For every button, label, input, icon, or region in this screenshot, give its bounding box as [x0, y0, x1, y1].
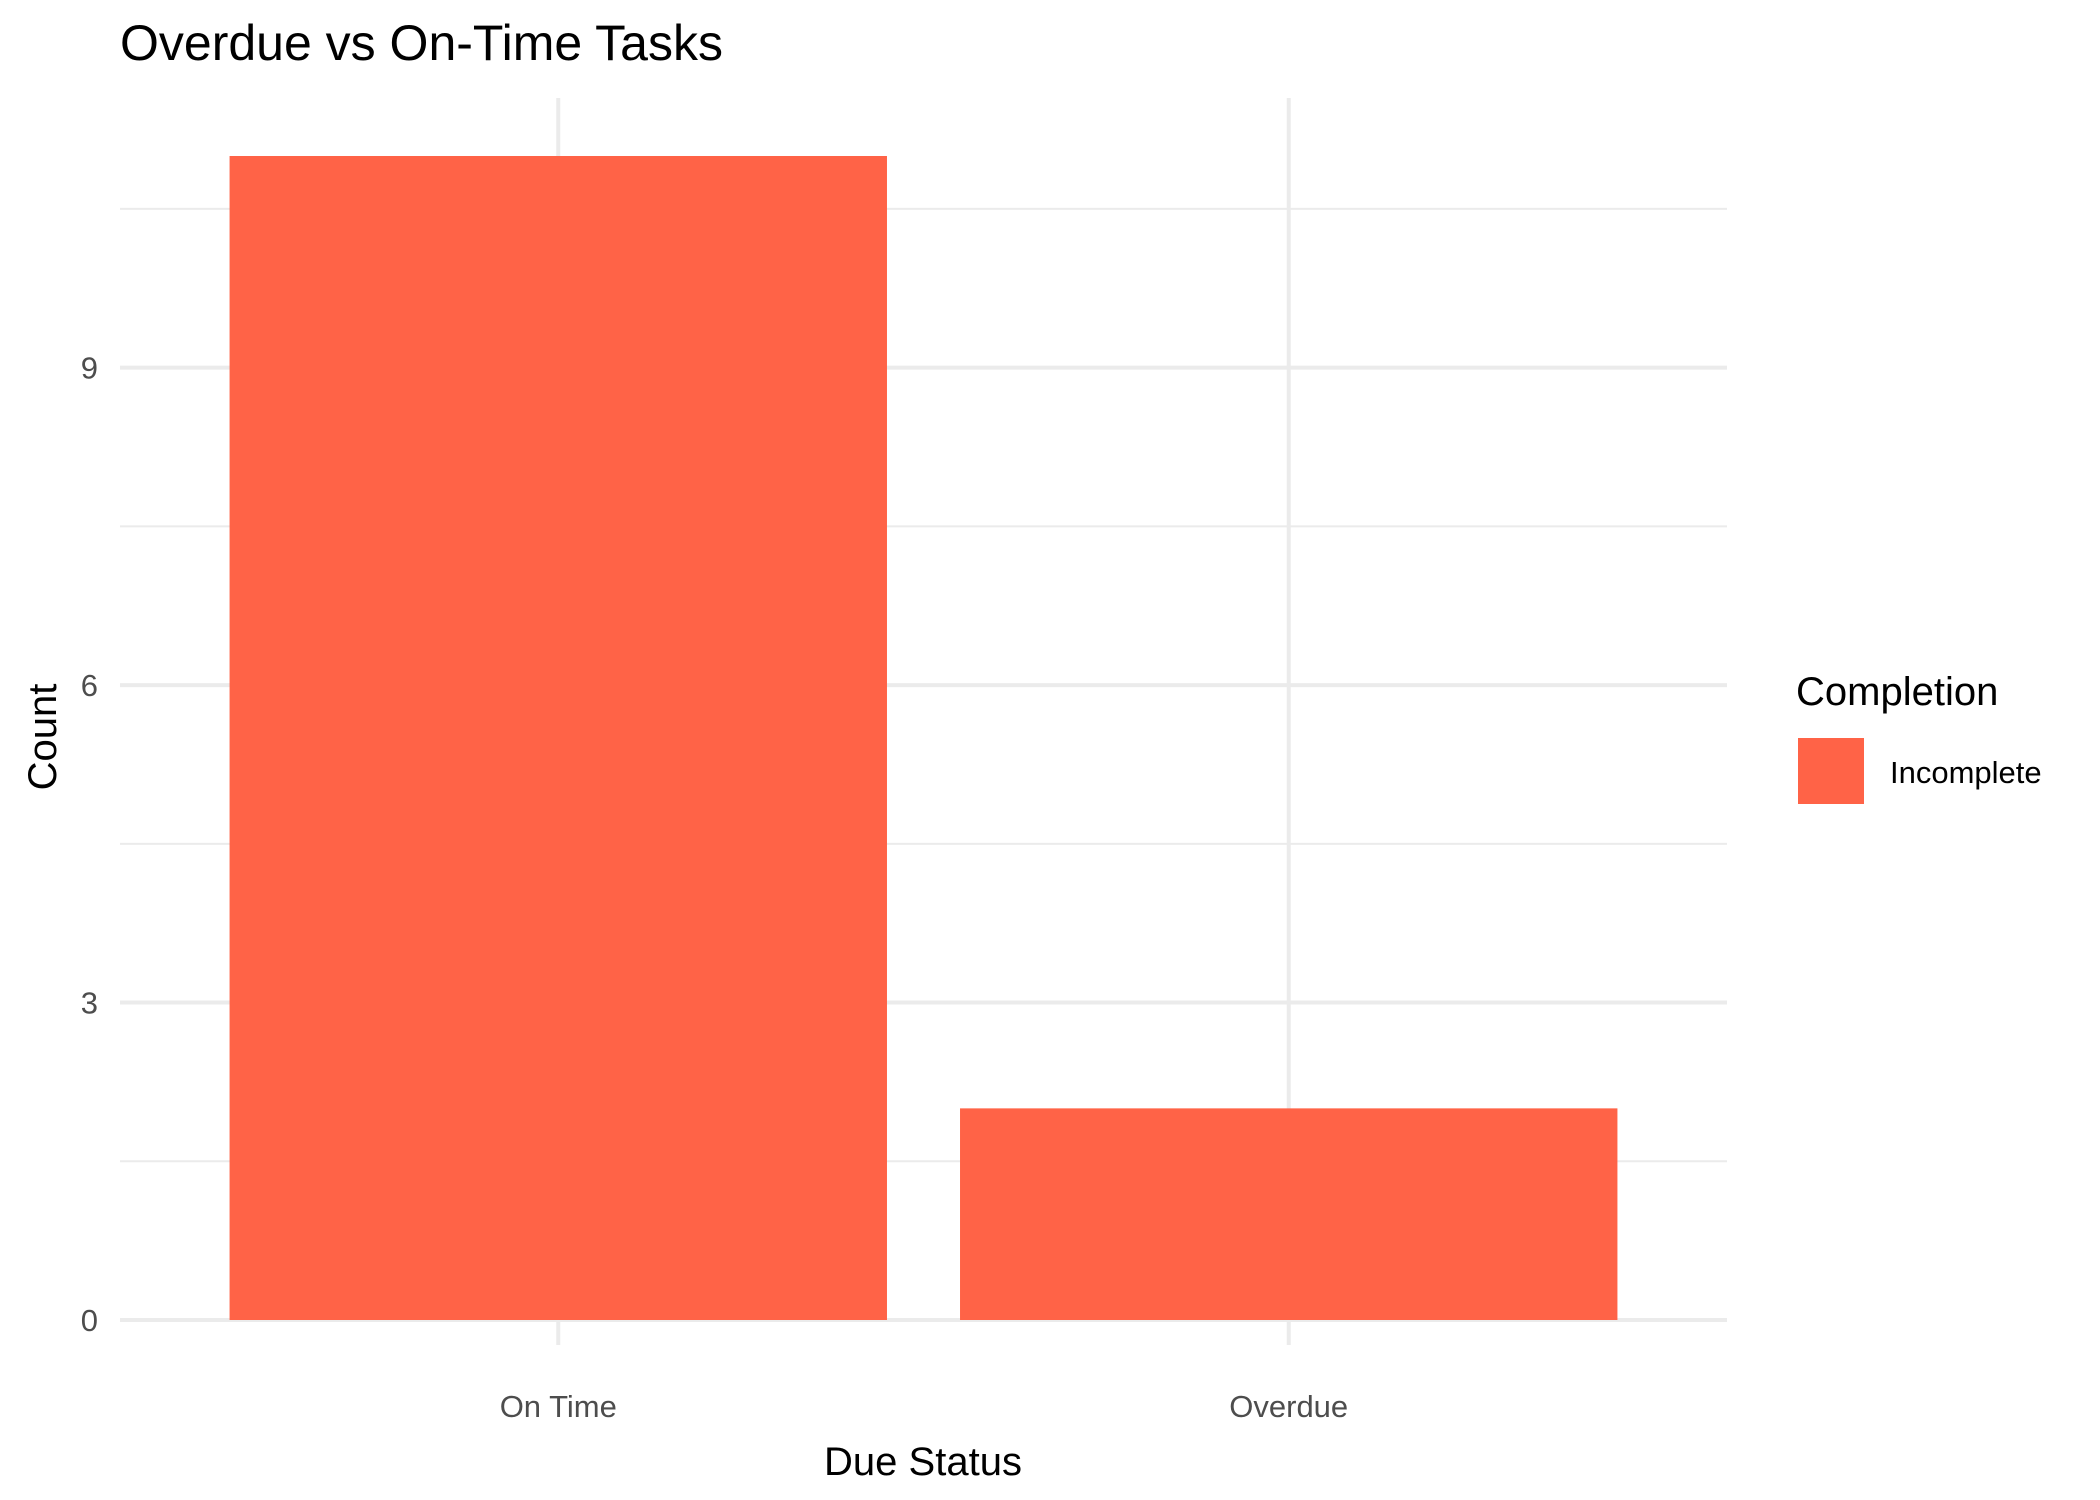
chart-title: Overdue vs On-Time Tasks — [120, 15, 723, 71]
legend: Completion Incomplete — [1796, 670, 2042, 804]
legend-label-incomplete: Incomplete — [1890, 755, 2042, 790]
bar-on-time — [229, 156, 887, 1320]
legend-swatch-incomplete — [1798, 738, 1864, 804]
x-tick-label: Overdue — [1229, 1389, 1348, 1424]
y-tick-label: 9 — [81, 351, 98, 386]
x-axis-title: Due Status — [824, 1440, 1022, 1484]
bars — [229, 156, 1618, 1320]
x-axis-tick-labels: On Time Overdue — [500, 1389, 1348, 1424]
y-tick-label: 0 — [81, 1303, 98, 1338]
legend-title: Completion — [1796, 670, 1998, 714]
y-axis-tick-labels: 0 3 6 9 — [81, 351, 98, 1338]
y-axis-title: Count — [21, 684, 65, 791]
bar-overdue — [960, 1108, 1618, 1320]
y-tick-label: 6 — [81, 668, 98, 703]
y-tick-label: 3 — [81, 986, 98, 1021]
x-tick-label: On Time — [500, 1389, 617, 1424]
